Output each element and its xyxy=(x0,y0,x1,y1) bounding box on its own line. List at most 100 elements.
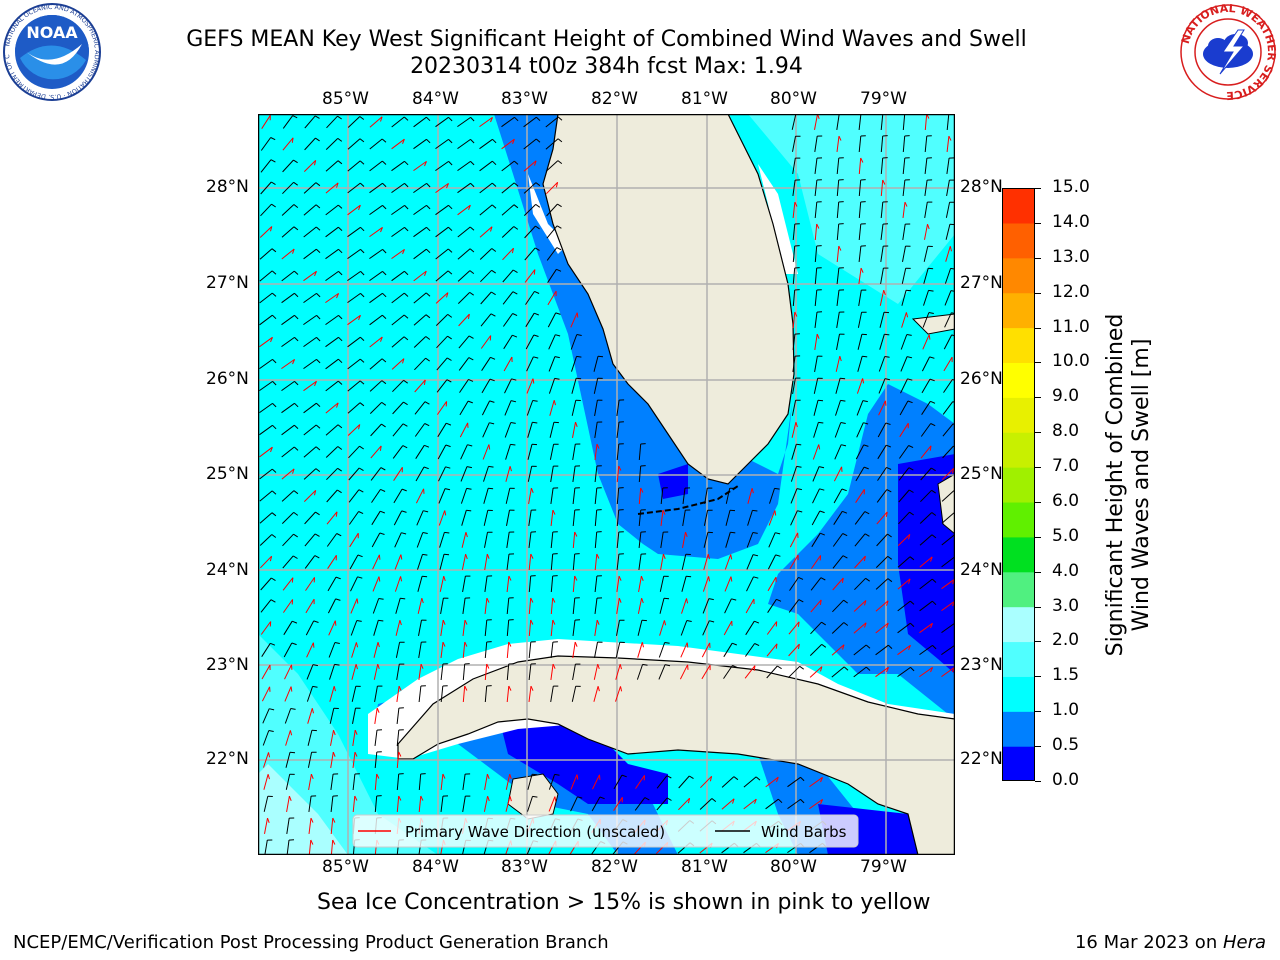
wave-direction-arrow xyxy=(550,597,554,615)
wind-barb-tick xyxy=(908,445,914,449)
wind-barb xyxy=(792,289,796,307)
wind-barb xyxy=(725,532,731,548)
wave-direction-arrow xyxy=(922,334,930,350)
wave-arrow-head xyxy=(707,554,710,560)
wind-barb xyxy=(853,666,867,678)
wind-barb-tick xyxy=(338,248,343,254)
wind-barb-tick xyxy=(840,399,846,402)
wind-barb-tick xyxy=(448,204,453,210)
wind-barb xyxy=(506,532,510,548)
wave-arrow-head xyxy=(552,663,556,669)
wind-barb xyxy=(415,445,425,459)
wave-direction-arrow xyxy=(638,487,642,505)
wind-barb xyxy=(616,620,620,636)
wave-arrow-head xyxy=(446,183,449,189)
wind-barb xyxy=(391,116,405,128)
colorbar-tick-mark xyxy=(1035,571,1041,573)
wave-direction-arrow xyxy=(351,642,357,658)
wind-barb xyxy=(593,356,599,372)
wave-direction-arrow xyxy=(854,555,866,569)
wind-barb xyxy=(942,445,954,459)
wave-direction-arrow xyxy=(436,401,448,415)
wave-direction-arrow xyxy=(263,752,269,768)
colorbar-cell xyxy=(1002,432,1035,468)
wind-barb xyxy=(898,489,910,503)
wave-arrow-head xyxy=(952,468,955,474)
wind-barb xyxy=(527,422,533,438)
wind-barb xyxy=(898,511,910,525)
wind-barb xyxy=(858,223,862,241)
wave-direction-arrow xyxy=(396,751,400,769)
wind-barb xyxy=(792,180,796,196)
wave-arrow-head xyxy=(797,621,800,627)
wind-barb xyxy=(260,577,272,591)
wind-barb xyxy=(836,179,840,197)
wave-arrow-head xyxy=(400,576,403,582)
wind-barb xyxy=(549,422,555,438)
wave-arrow-head xyxy=(376,773,380,779)
wave-arrow-head xyxy=(530,487,534,493)
wind-barb xyxy=(462,796,466,812)
wave-direction-arrow xyxy=(413,270,427,282)
wind-barb xyxy=(636,664,644,680)
wind-barb-tick xyxy=(533,356,539,359)
wind-barb-tick xyxy=(423,510,429,513)
wind-barb xyxy=(369,182,383,194)
wave-direction-arrow xyxy=(920,445,932,459)
wind-barb-tick xyxy=(512,269,518,274)
wave-arrow-head xyxy=(820,799,824,805)
wind-barb-tick xyxy=(840,377,846,380)
wind-barb xyxy=(591,796,601,812)
wind-barb-tick xyxy=(360,293,365,298)
colorbar-cell xyxy=(1002,711,1035,747)
wave-arrow-head xyxy=(816,223,820,229)
wind-barb xyxy=(524,247,536,261)
wave-arrow-head xyxy=(399,620,402,626)
wave-direction-arrow xyxy=(875,600,889,612)
wind-barb-tick xyxy=(929,356,935,359)
lon-label-top: 85°W xyxy=(322,89,369,109)
wave-arrow-head xyxy=(380,336,383,342)
wind-barb-tick xyxy=(359,358,365,363)
lat-label-right: 27°N xyxy=(960,273,1003,293)
wind-barb-tick xyxy=(404,270,409,276)
wave-direction-arrow xyxy=(395,620,401,636)
wind-barb xyxy=(902,157,906,175)
wind-barb-tick xyxy=(865,644,871,649)
wind-barb-tick xyxy=(272,359,277,364)
wave-direction-arrow xyxy=(767,576,777,592)
wind-barb-tick xyxy=(378,619,384,622)
wind-barb-tick xyxy=(865,666,871,671)
wind-barb xyxy=(527,444,533,460)
wind-barb xyxy=(281,292,295,304)
wind-barb-tick xyxy=(314,533,320,537)
wave-direction-arrow xyxy=(723,620,733,636)
wind-barb-tick xyxy=(666,775,672,779)
wave-arrow-head xyxy=(574,575,578,581)
wind-barb xyxy=(660,487,664,505)
wave-direction-arrow xyxy=(327,555,337,569)
wind-barb xyxy=(391,336,405,348)
wind-barb-tick xyxy=(423,466,429,470)
wave-direction-arrow xyxy=(528,553,532,571)
wind-barb-tick xyxy=(754,620,760,624)
wind-barb-tick xyxy=(488,487,494,490)
wave-arrow-head xyxy=(377,664,380,670)
wave-arrow-head xyxy=(311,708,314,714)
wind-barb xyxy=(436,335,448,349)
wind-barb xyxy=(396,708,400,724)
wind-barb xyxy=(326,489,338,503)
wind-barb xyxy=(262,730,270,746)
wind-barb xyxy=(483,488,489,504)
wind-barb xyxy=(504,378,512,394)
wave-direction-arrow xyxy=(260,621,272,635)
wind-barb xyxy=(325,270,339,282)
wave-direction-arrow xyxy=(594,444,598,460)
wave-direction-arrow xyxy=(394,576,402,592)
wave-direction-arrow xyxy=(809,776,823,788)
wind-barb-tick xyxy=(644,797,650,801)
wind-barb xyxy=(528,532,532,548)
wave-direction-arrow xyxy=(615,686,621,702)
wind-barb xyxy=(479,248,493,260)
wind-barb-tick xyxy=(932,600,937,606)
